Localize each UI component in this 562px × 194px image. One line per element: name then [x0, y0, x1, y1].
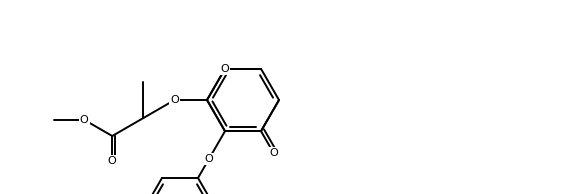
- Text: O: O: [80, 115, 89, 125]
- Text: O: O: [108, 156, 117, 166]
- Text: O: O: [170, 95, 179, 105]
- Text: O: O: [205, 154, 213, 164]
- Text: O: O: [269, 148, 278, 158]
- Text: O: O: [221, 64, 229, 74]
